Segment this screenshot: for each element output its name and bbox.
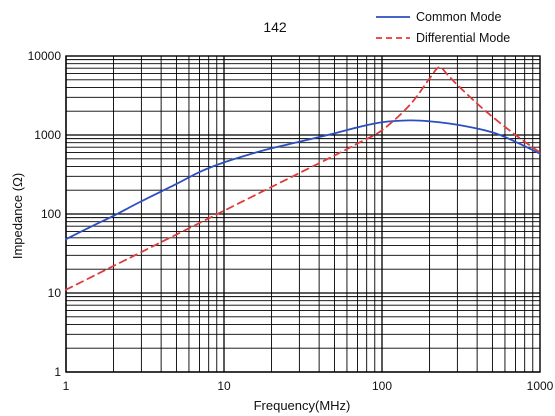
x-tick-labels: 1 10 100 1000 xyxy=(63,379,554,393)
x-tick-label: 100 xyxy=(372,379,392,393)
grid-layer xyxy=(65,56,540,373)
series-line-common-mode xyxy=(65,119,541,241)
y-tick-label: 10 xyxy=(48,286,62,300)
y-tick-label: 1000 xyxy=(34,128,61,142)
series-line-differential-mode xyxy=(65,66,541,291)
x-tick-label: 10 xyxy=(217,379,231,393)
y-tick-label: 10000 xyxy=(28,49,62,63)
plot-frame xyxy=(65,55,541,373)
y-tick-labels: 1 10 100 1000 10000 xyxy=(28,49,62,379)
y-tick-label: 1 xyxy=(54,365,61,379)
y-tick-label: 100 xyxy=(41,207,61,221)
legend-label-common-mode: Common Mode xyxy=(416,10,501,24)
legend-label-differential-mode: Differential Mode xyxy=(416,31,510,45)
legend-background xyxy=(368,4,548,48)
legend: Common Mode Differential Mode xyxy=(368,4,548,48)
x-tick-label: 1 xyxy=(63,379,70,393)
series-layer xyxy=(65,66,541,291)
x-axis-title: Frequency(MHz) xyxy=(254,398,351,413)
y-axis-title: Impedance (Ω) xyxy=(10,173,25,259)
chart-title: 142 xyxy=(263,19,287,35)
x-tick-label: 1000 xyxy=(527,379,554,393)
